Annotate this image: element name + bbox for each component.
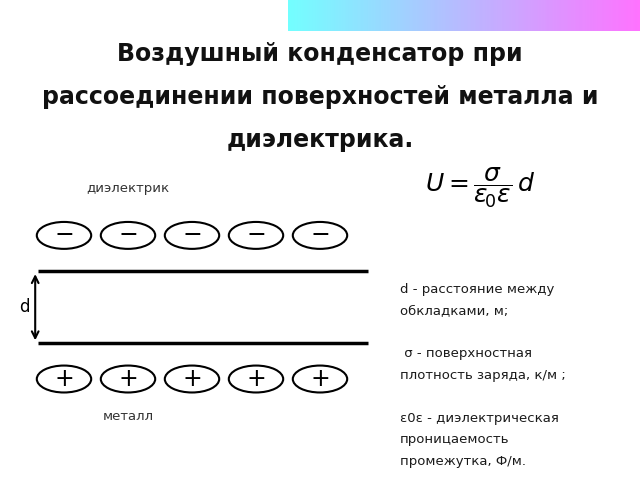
- Text: обкладками, м;: обкладками, м;: [400, 304, 508, 317]
- Text: −: −: [182, 223, 202, 247]
- Text: металл: металл: [102, 410, 154, 423]
- Text: плотность заряда, к/м ;: плотность заряда, к/м ;: [400, 369, 566, 382]
- Text: +: +: [182, 367, 202, 391]
- Text: рассоединении поверхностей металла и: рассоединении поверхностей металла и: [42, 85, 598, 109]
- Text: диэлектрик: диэлектрик: [86, 182, 170, 195]
- Text: +: +: [246, 367, 266, 391]
- Text: −: −: [118, 223, 138, 247]
- Text: −: −: [54, 223, 74, 247]
- Text: +: +: [54, 367, 74, 391]
- Text: σ - поверхностная: σ - поверхностная: [400, 347, 532, 360]
- Text: Воздушный конденсатор при: Воздушный конденсатор при: [117, 42, 523, 66]
- Text: d - расстояние между: d - расстояние между: [400, 283, 554, 296]
- Text: $\mathit{U} = \dfrac{\sigma}{\varepsilon_{\!0}\varepsilon}\, d$: $\mathit{U} = \dfrac{\sigma}{\varepsilon…: [425, 166, 535, 210]
- Text: −: −: [246, 223, 266, 247]
- Text: промежутка, Ф/м.: промежутка, Ф/м.: [400, 455, 526, 468]
- Text: диэлектрика.: диэлектрика.: [227, 128, 413, 152]
- Text: проницаемость: проницаемость: [400, 433, 509, 446]
- Text: +: +: [118, 367, 138, 391]
- Text: ε0ε - диэлектрическая: ε0ε - диэлектрическая: [400, 412, 559, 425]
- Text: d: d: [19, 298, 29, 316]
- Text: +: +: [310, 367, 330, 391]
- Text: −: −: [310, 223, 330, 247]
